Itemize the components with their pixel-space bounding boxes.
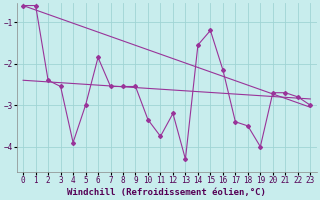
X-axis label: Windchill (Refroidissement éolien,°C): Windchill (Refroidissement éolien,°C)	[67, 188, 266, 197]
